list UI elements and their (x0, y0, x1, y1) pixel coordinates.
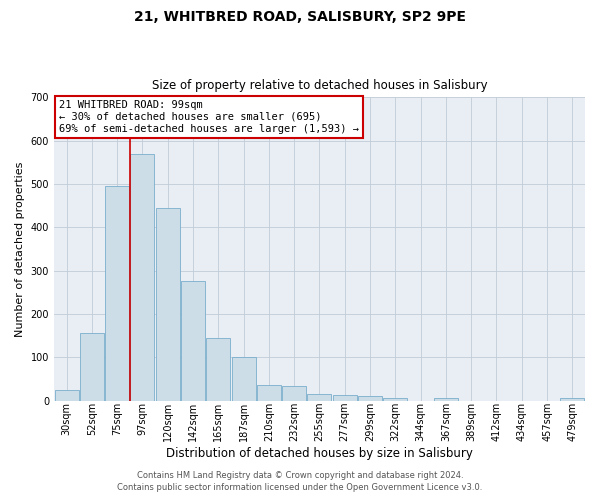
Bar (282, 386, 306, 400)
Bar (156, 208, 180, 400)
Bar (206, 338, 230, 400)
Bar (232, 357, 256, 401)
Bar (307, 394, 331, 400)
Bar (358, 396, 382, 400)
Text: 21 WHITBRED ROAD: 99sqm
← 30% of detached houses are smaller (695)
69% of semi-d: 21 WHITBRED ROAD: 99sqm ← 30% of detache… (59, 100, 359, 134)
Y-axis label: Number of detached properties: Number of detached properties (15, 162, 25, 336)
Title: Size of property relative to detached houses in Salisbury: Size of property relative to detached ho… (152, 79, 487, 92)
Bar (383, 398, 407, 400)
Bar (105, 186, 129, 400)
Bar (181, 282, 205, 401)
Bar (55, 390, 79, 400)
Bar (130, 154, 154, 400)
Text: Contains HM Land Registry data © Crown copyright and database right 2024.
Contai: Contains HM Land Registry data © Crown c… (118, 471, 482, 492)
Bar (333, 395, 357, 400)
Text: 21, WHITBRED ROAD, SALISBURY, SP2 9PE: 21, WHITBRED ROAD, SALISBURY, SP2 9PE (134, 10, 466, 24)
Bar (257, 386, 281, 400)
Bar (434, 398, 458, 400)
X-axis label: Distribution of detached houses by size in Salisbury: Distribution of detached houses by size … (166, 447, 473, 460)
Bar (80, 334, 104, 400)
Bar (560, 398, 584, 400)
